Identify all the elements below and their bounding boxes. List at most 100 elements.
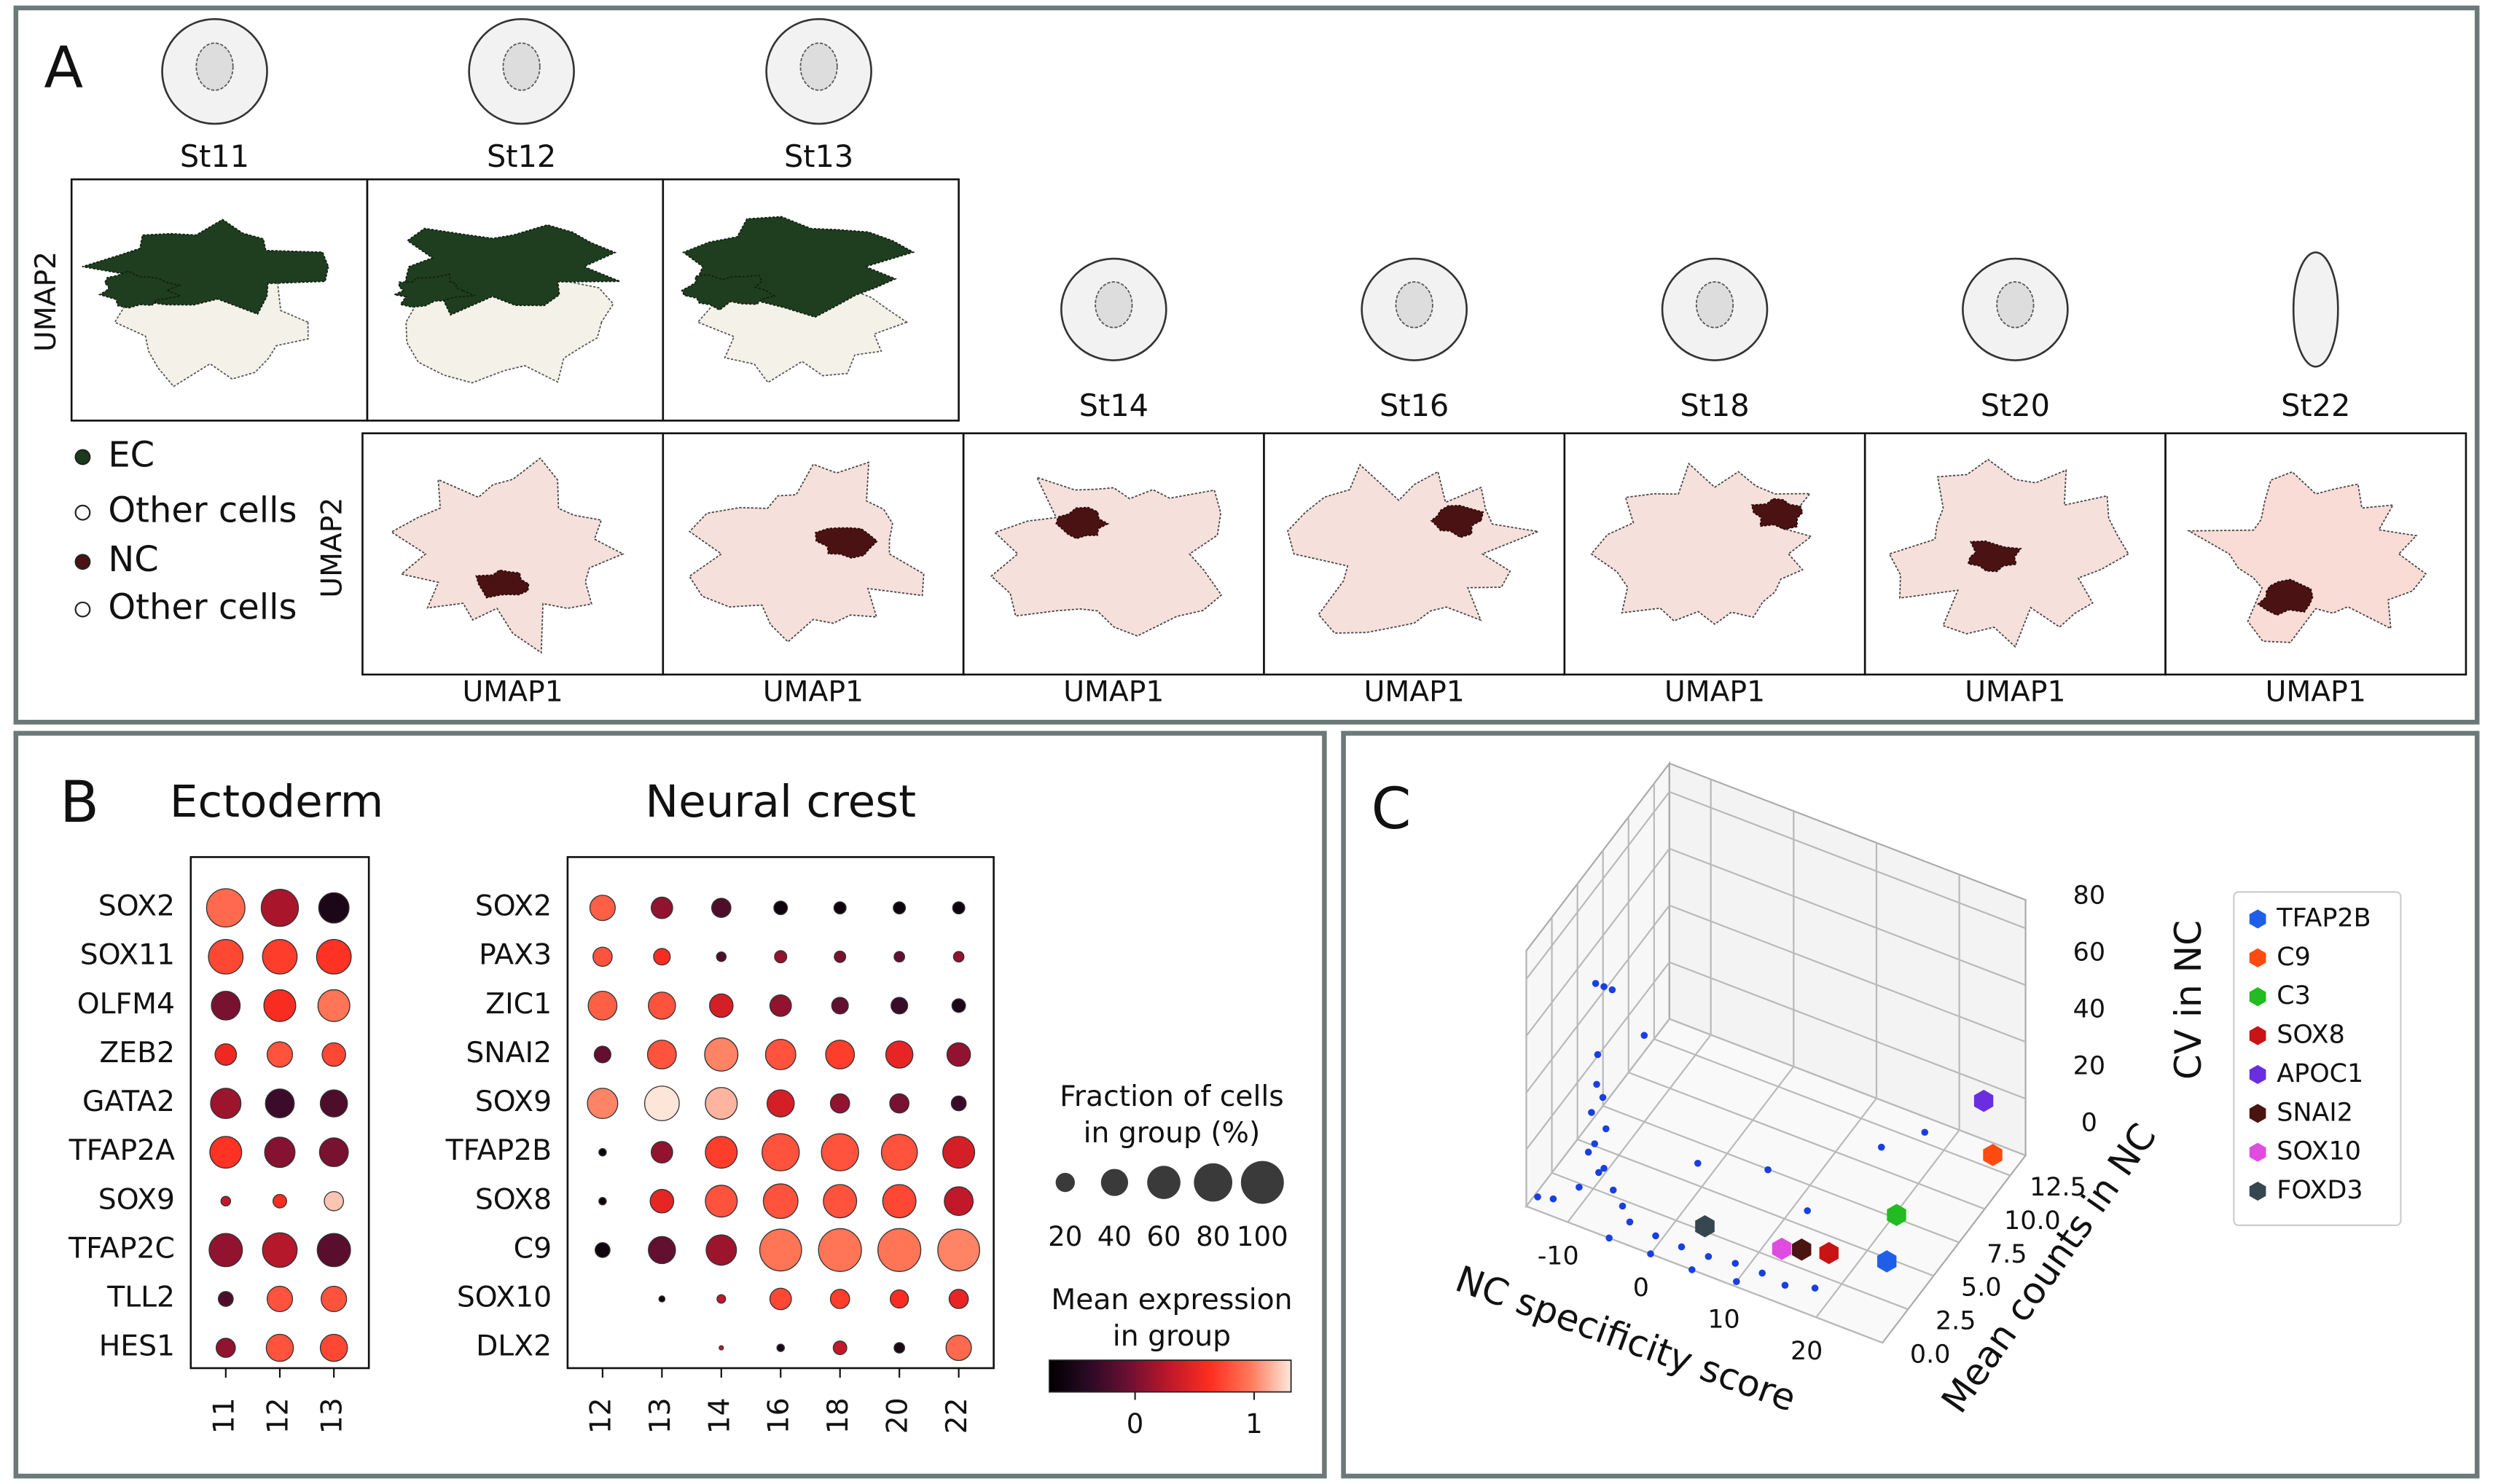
legend-marker [2249,1064,2266,1084]
x-tick-label: 13 [644,1397,677,1434]
grid-line [1525,1018,1670,1207]
size-legend-dot [1194,1163,1233,1202]
point [1804,1207,1811,1214]
dot [265,1088,295,1118]
dot [206,888,246,928]
dot [643,1085,680,1121]
umap-cluster [1750,498,1804,530]
umap-cluster [1590,462,1813,625]
dot [823,1184,858,1219]
umap-cluster [1055,506,1110,540]
dot [598,1197,607,1206]
dot [719,1345,724,1351]
grid-line [1628,1072,1985,1210]
point [1600,983,1608,991]
dot [937,1228,980,1272]
grid-line [1669,1018,2026,1157]
x-tick-label: 22 [941,1397,974,1434]
axis-label: UMAP1 [763,676,864,709]
axis-label: UMAP1 [463,676,563,709]
umap-cluster [815,527,878,559]
dot [318,1137,349,1168]
grid-line [1669,790,2026,930]
stage-label: St22 [2281,388,2350,423]
legend-marker [2249,1142,2266,1162]
point [1811,1284,1819,1292]
grid-line [1551,1171,1909,1311]
stage-label: St13 [784,139,853,174]
point [1619,1202,1627,1210]
dot [759,1228,802,1272]
panel-label: C [1371,775,1412,842]
gene-label: ZEB2 [99,1037,175,1069]
axis-label: UMAP1 [1965,676,2065,709]
point [1626,1218,1634,1226]
dot [587,990,618,1021]
dot [834,950,847,963]
grid-line [1526,1205,1883,1344]
dot [776,1343,786,1352]
legend-label: APOC1 [2277,1059,2363,1088]
z-tick-label: 60 [2073,938,2105,967]
dot [818,1228,862,1272]
dot [891,997,909,1015]
dot [266,1041,294,1068]
dot [833,901,847,915]
umap-cluster [2257,578,2314,616]
grid-line [1650,1066,1795,1255]
size-legend-label: 20 [1048,1221,1082,1252]
panel-label: A [44,34,83,101]
legend-marker [2249,909,2266,929]
colorbar [1049,1359,1292,1393]
z-tick-label: 20 [2073,1052,2105,1081]
legend-label: C9 [2277,943,2311,972]
colorbar-tick-label: 0 [1127,1408,1144,1440]
axis-label: UMAP1 [1664,676,1765,709]
x-tick-label: 10 [1707,1306,1739,1335]
umap-cluster [2186,471,2427,643]
point [1591,1140,1599,1147]
gene-marker [1772,1237,1792,1260]
point [1534,1193,1541,1201]
dot [648,992,676,1020]
dot [317,989,351,1022]
umap-cluster [697,251,909,384]
point [1781,1281,1789,1289]
panel-b-frame [13,731,1327,1479]
size-legend-dot [1100,1169,1129,1196]
stage-label: St11 [180,139,249,174]
dot [831,997,849,1015]
dot [762,1133,800,1171]
x-tick-label: 20 [1791,1337,1823,1366]
embryo-drawing [2292,251,2339,368]
point [1549,1195,1557,1203]
legend-marker [2249,948,2266,967]
legend-marker [2249,1026,2266,1045]
umap-cluster [392,273,476,308]
gene-label: TFAP2A [69,1134,175,1167]
x-tick-label: -10 [1538,1241,1579,1271]
point [1764,1166,1772,1174]
grid-line [1815,1129,1960,1318]
dot [716,1294,727,1304]
dot [952,901,966,915]
z-tick-label: 40 [2073,995,2105,1024]
dot [648,1236,676,1265]
stage-label: St12 [487,139,556,174]
umap-cluster [681,216,915,318]
z-tick-label: 0 [2081,1108,2097,1137]
grid-line [1732,1097,1877,1287]
gene-label: TLL2 [106,1281,175,1314]
dot [589,895,616,922]
size-legend-dot [1055,1172,1075,1193]
y-tick-label: 7.5 [1987,1240,2027,1269]
dot [769,1287,792,1311]
z-tick-label: 80 [2073,882,2105,911]
dot [653,948,671,966]
grid-line [1577,1138,1934,1277]
gene-label: TFAP2B [445,1134,552,1167]
dot [951,998,966,1013]
dot [587,1088,619,1120]
dot [829,1093,850,1114]
point [1694,1159,1702,1167]
